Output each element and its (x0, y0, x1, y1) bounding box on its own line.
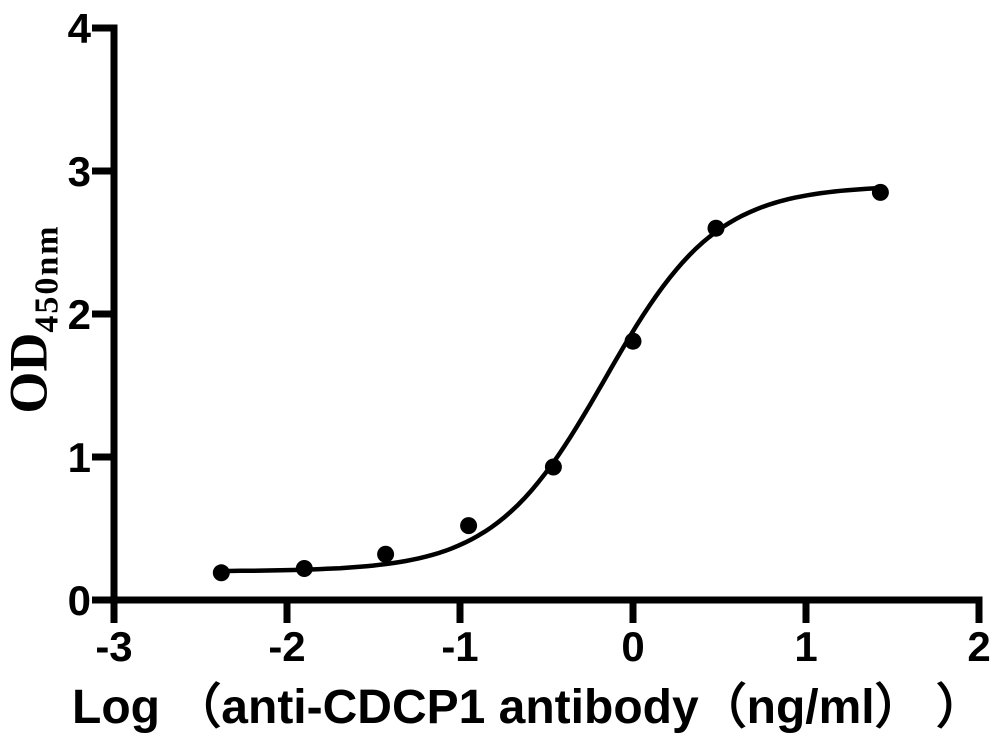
y-tick-label: 2 (68, 291, 91, 338)
y-axis-title-main: OD (0, 332, 59, 414)
y-tick-label: 0 (68, 577, 91, 624)
y-tick-label: 1 (68, 434, 91, 481)
y-axis-title-subscript: 450nm (28, 224, 66, 333)
fit-curve (219, 185, 883, 574)
x-tick-label: 0 (621, 623, 644, 670)
data-point (624, 332, 642, 350)
data-point (377, 545, 395, 563)
x-tick-label: -3 (95, 623, 132, 670)
x-tick-label: 1 (794, 623, 817, 670)
data-point (212, 564, 230, 582)
x-axis-title: Log （anti-CDCP1 antibody（ng/ml） ） (72, 681, 984, 734)
y-tick-label: 4 (68, 5, 92, 52)
x-tick-label: 2 (967, 623, 990, 670)
data-point (295, 560, 313, 577)
data-point (544, 458, 562, 476)
y-axis-title: OD450nm (0, 224, 66, 414)
x-tick-label: -1 (441, 623, 478, 670)
data-point (871, 183, 889, 201)
y-tick-label: 3 (68, 148, 91, 195)
data-point (460, 517, 478, 535)
x-tick-label: -2 (268, 623, 305, 670)
data-point (707, 219, 725, 237)
